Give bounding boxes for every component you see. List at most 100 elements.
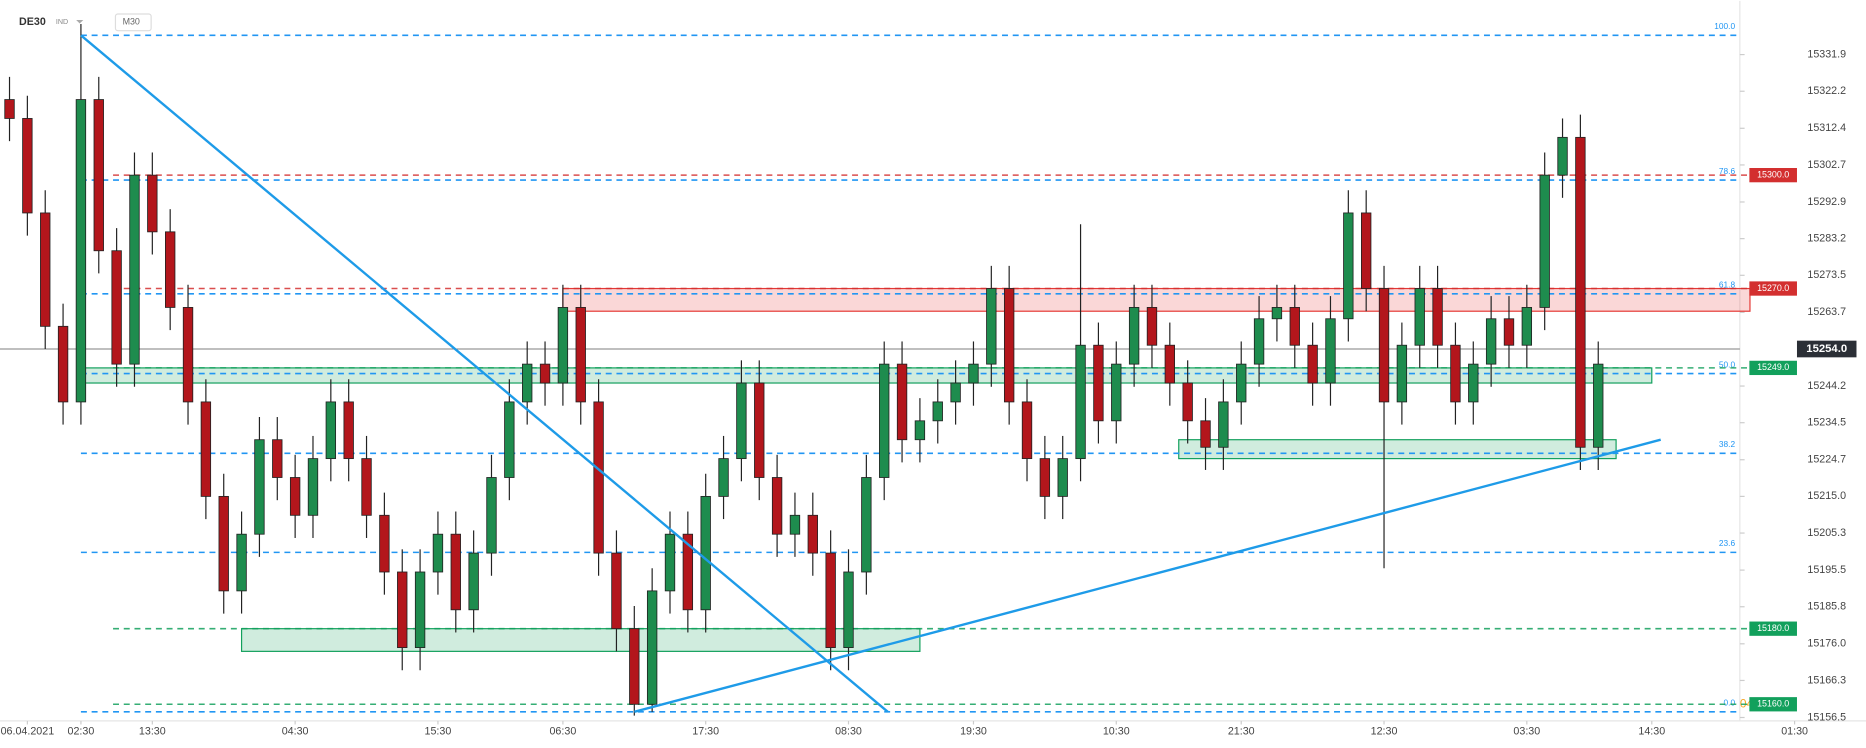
x-tick-label: 15:30 <box>425 725 452 737</box>
dropdown-arrow[interactable] <box>76 19 84 24</box>
candle-body <box>325 401 337 460</box>
x-tick-label: 04:30 <box>282 725 309 737</box>
candle-body <box>254 439 265 535</box>
fib-label: 100.0 <box>1714 21 1735 31</box>
y-tick-label: 15176.0 <box>1807 638 1846 650</box>
candle-body <box>57 325 69 403</box>
candle-body <box>289 477 301 516</box>
candle-body <box>22 118 33 214</box>
candle-body <box>896 363 908 441</box>
candle-body <box>468 552 479 611</box>
y-tick-label: 15156.5 <box>1807 711 1846 723</box>
y-tick-label: 15322.2 <box>1807 85 1846 97</box>
candle-body <box>1200 420 1211 448</box>
candle-body <box>664 533 676 592</box>
y-tick-label: 15185.8 <box>1807 601 1846 613</box>
y-tick-label: 15215.0 <box>1807 490 1846 502</box>
candle-body <box>950 382 961 403</box>
x-tick-label: 08:30 <box>835 725 862 737</box>
candle-body <box>1361 212 1372 289</box>
candle-body <box>1575 136 1586 448</box>
candle-body <box>825 552 836 648</box>
candle-body <box>111 250 122 365</box>
candle-body <box>557 307 569 384</box>
candle-body <box>700 495 711 611</box>
candle-body <box>147 174 158 233</box>
y-tick-label: 15283.2 <box>1807 232 1846 244</box>
y-tick-label: 15234.5 <box>1807 417 1846 429</box>
candle-body <box>718 458 729 497</box>
candle-body <box>379 514 390 573</box>
x-tick-label: 03:30 <box>1513 725 1540 737</box>
candle-body <box>1236 363 1247 403</box>
y-tick-label: 15263.7 <box>1807 306 1846 318</box>
fib-label: 38.2 <box>1719 439 1736 449</box>
candle-body <box>986 288 997 365</box>
candle-body <box>40 212 51 327</box>
symbol[interactable]: DE30 <box>19 16 46 28</box>
candle-body <box>968 363 979 384</box>
candle-body <box>522 363 533 403</box>
candle-body <box>1485 318 1497 365</box>
candle-body <box>736 382 747 460</box>
candle-body <box>861 477 872 573</box>
current-price-label: 15254.0 <box>1806 343 1847 355</box>
candle-body <box>450 533 461 611</box>
zone <box>1178 439 1617 460</box>
candle-body <box>1182 382 1193 422</box>
x-tick-label: 02:30 <box>68 725 95 737</box>
candle-body <box>629 628 640 705</box>
level-label: 15270.0 <box>1757 283 1789 293</box>
candle-body <box>1557 136 1568 176</box>
candle-body <box>432 533 444 573</box>
candle-body <box>307 458 319 516</box>
x-tick-label: 21:30 <box>1228 725 1255 737</box>
x-tick-label: 14:30 <box>1638 725 1665 737</box>
y-tick-label: 15224.7 <box>1807 454 1846 466</box>
y-tick-label: 15244.2 <box>1807 380 1846 392</box>
trend-line <box>80 34 889 713</box>
x-tick-label: 01:30 <box>1781 725 1808 737</box>
level-label: 15249.0 <box>1757 362 1789 372</box>
zone <box>240 628 921 652</box>
x-tick-label: 19:30 <box>960 725 987 737</box>
candle-body <box>4 99 15 119</box>
candle-body <box>1414 288 1425 346</box>
candle-body <box>1307 344 1318 384</box>
level-badge <box>1749 360 1797 376</box>
zone <box>80 367 1653 384</box>
candle-body <box>1539 174 1550 308</box>
y-tick-label: 15195.5 <box>1807 564 1846 576</box>
candle-body <box>1343 212 1354 320</box>
fib-label: 61.8 <box>1719 280 1736 290</box>
candle-body <box>1289 307 1300 346</box>
candle-body <box>1128 307 1140 365</box>
fib-label: 50.0 <box>1719 359 1736 369</box>
candle-body <box>165 231 176 308</box>
candle-body <box>1378 288 1390 403</box>
candle-body <box>1325 318 1336 384</box>
x-tick-label: 06:30 <box>549 725 576 737</box>
timeframe[interactable]: M30 <box>123 17 140 27</box>
candle-body <box>879 363 890 478</box>
candle-body <box>1021 401 1033 460</box>
level-badge <box>1749 621 1797 636</box>
level-label: 15300.0 <box>1757 170 1789 180</box>
x-tick-label: 06.04.2021 <box>1 725 55 737</box>
candle-body <box>1503 318 1515 346</box>
timeframe-button[interactable] <box>114 13 152 32</box>
level-label: 15180.0 <box>1757 623 1789 633</box>
x-tick-label: 10:30 <box>1103 725 1130 737</box>
candle-body <box>1164 344 1175 384</box>
candle-body <box>1468 363 1479 403</box>
candle-body <box>1111 363 1122 422</box>
candle-body <box>486 477 497 554</box>
candle-body <box>200 401 212 497</box>
market: IND <box>56 18 68 26</box>
candle-body <box>789 514 801 535</box>
candle-body <box>414 571 426 648</box>
y-tick-label: 15166.3 <box>1807 674 1846 686</box>
candle-body <box>1450 344 1461 403</box>
candle-body <box>843 571 854 648</box>
level-badge <box>1749 168 1797 183</box>
